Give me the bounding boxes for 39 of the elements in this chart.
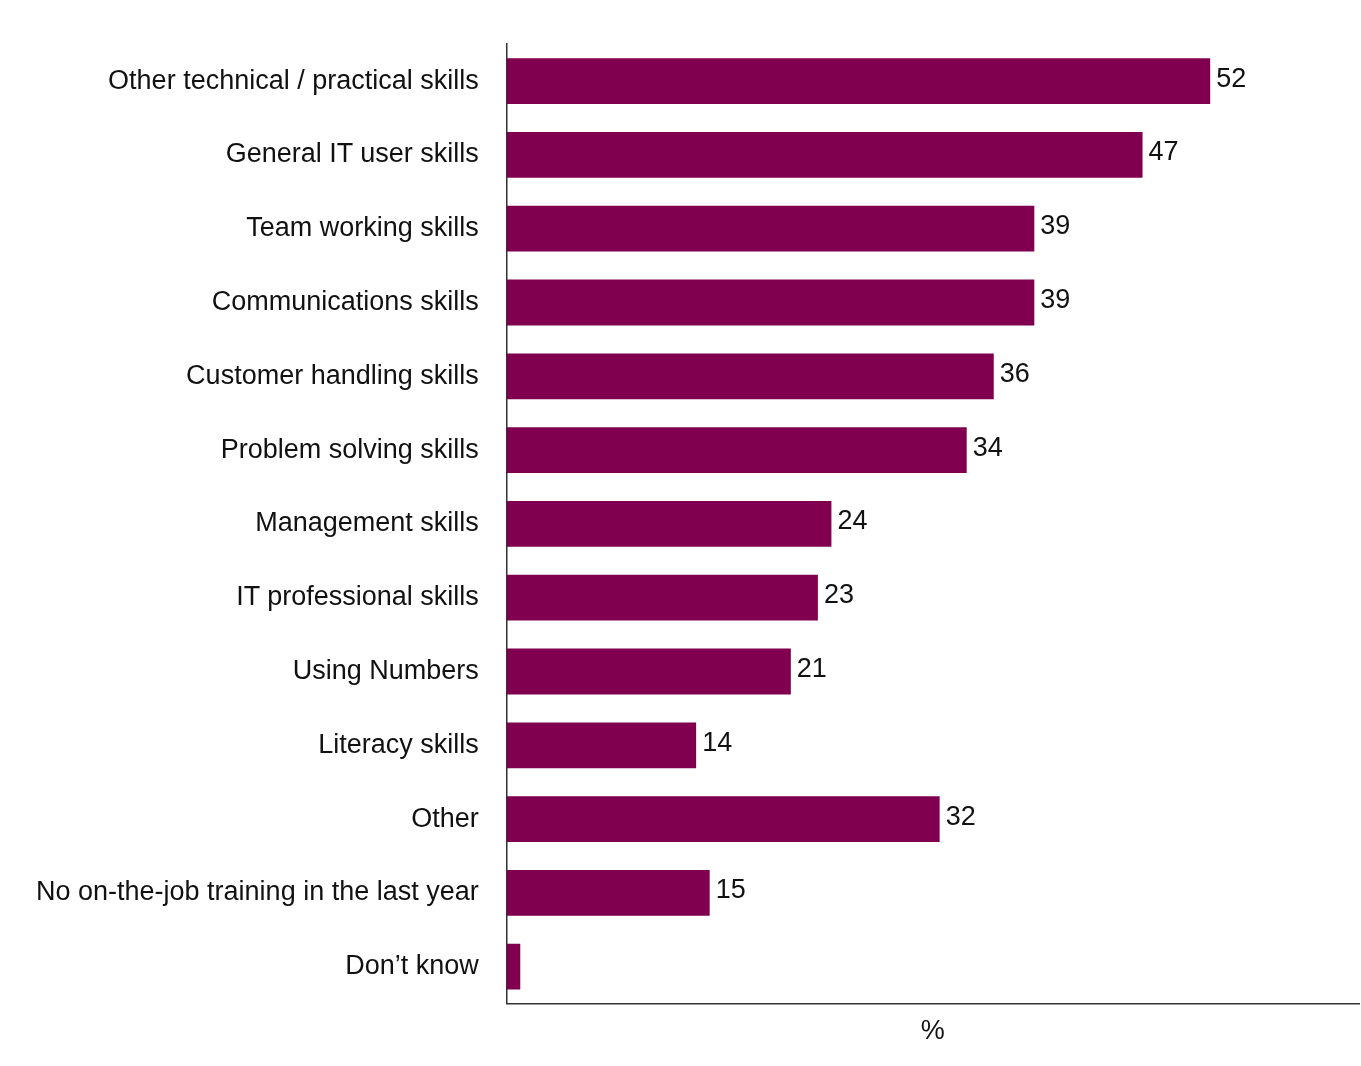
y-tick-label: General IT user skills [225,138,479,169]
bar [506,279,1035,326]
bar [506,58,1211,104]
y-tick-label: No on-the-job training in the last year [35,876,479,907]
data-label: 15 [715,874,746,905]
data-label: 24 [837,505,868,536]
data-label: 23 [823,579,854,610]
y-tick-label: Problem solving skills [220,433,479,464]
y-tick-label: Using Numbers [292,654,479,685]
bar [506,427,967,473]
y-tick-label: Literacy skills [318,728,479,759]
y-tick-label: Don’t know [345,950,480,981]
y-tick-label: Team working skills [246,212,479,243]
y-tick-label: IT professional skills [236,581,479,612]
x-axis-title: % [920,1015,945,1046]
bar [506,132,1143,178]
bar [506,943,521,990]
bar [506,870,710,916]
data-label: 39 [1040,210,1071,241]
data-label: 32 [945,800,976,831]
y-tick-label: Management skills [255,507,479,538]
data-label: 21 [796,652,827,683]
data-label: 14 [702,726,733,757]
bar [506,205,1035,252]
y-tick-label: Communications skills [211,285,479,316]
data-label: 36 [999,357,1030,388]
bar [506,501,832,547]
bar [506,722,697,769]
data-label: 47 [1148,136,1179,167]
data-label: 52 [1216,62,1247,93]
y-tick-label: Other technical / practical skills [108,64,479,95]
data-label: 39 [1040,283,1071,314]
y-tick-label: Other [411,802,479,833]
bar [506,574,818,621]
bar [506,648,791,695]
bar [506,796,940,842]
bar [506,353,994,400]
data-label: 34 [972,431,1003,462]
y-tick-label: Customer handling skills [186,359,479,390]
